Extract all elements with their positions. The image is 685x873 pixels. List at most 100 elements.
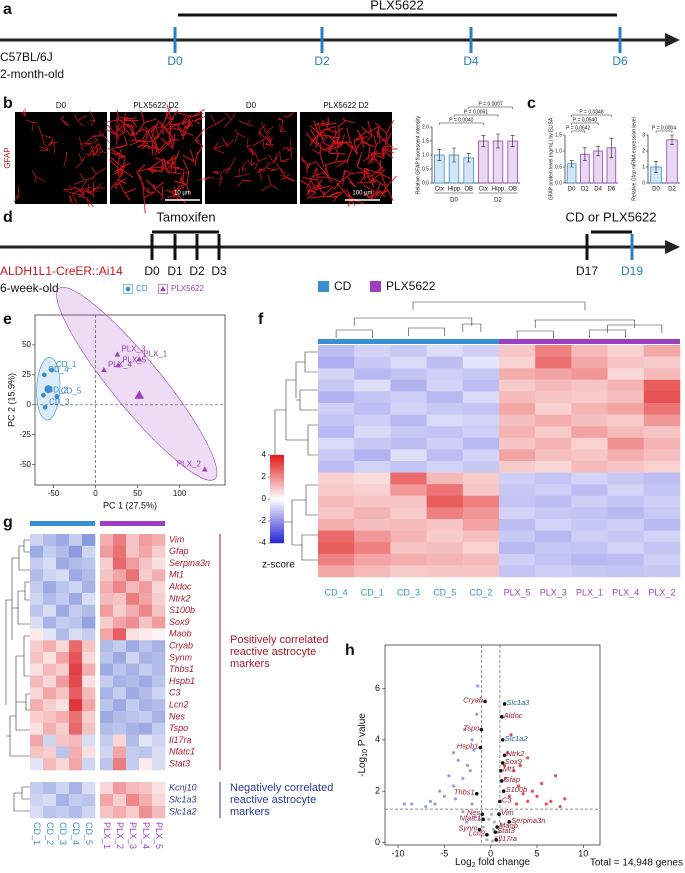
label-part: -Log bbox=[357, 757, 368, 777]
row-dendrogram bbox=[5, 539, 30, 812]
labeled-point bbox=[502, 702, 507, 706]
x-tick-label: D6 bbox=[608, 187, 616, 193]
point bbox=[549, 799, 553, 804]
significance-bracket bbox=[571, 114, 612, 117]
induction-label: Tamoxifen bbox=[156, 209, 215, 224]
point bbox=[494, 835, 498, 839]
column-label: PLX_3 bbox=[540, 587, 567, 597]
gene-label: Gfap bbox=[169, 546, 189, 556]
labeled-point bbox=[479, 727, 484, 732]
legend-swatch bbox=[318, 281, 329, 292]
y-tick-label: 2 bbox=[642, 148, 645, 154]
heatmap-cell bbox=[426, 495, 464, 508]
heatmap-cell bbox=[30, 734, 44, 747]
heatmap-cell bbox=[139, 722, 153, 735]
heatmap-cell bbox=[69, 746, 83, 759]
point bbox=[438, 789, 442, 793]
scale-bar-label: 100 µm bbox=[352, 191, 372, 197]
heatmap-cell bbox=[643, 379, 681, 392]
heatmap-cell bbox=[571, 461, 608, 473]
legend-swatch bbox=[370, 281, 381, 292]
heatmap-cell bbox=[390, 553, 427, 566]
colorbar-step bbox=[270, 514, 284, 518]
heatmap-cell bbox=[535, 449, 572, 462]
y-tick-label: 4 bbox=[375, 734, 380, 744]
p-value: P = 0.0642 bbox=[566, 125, 590, 131]
heatmap-cell bbox=[318, 379, 355, 392]
heatmap-cell bbox=[82, 604, 96, 617]
colorbar-step bbox=[270, 454, 284, 458]
panel-letter: h bbox=[345, 642, 355, 659]
total-note: Total = 14,948 genes bbox=[590, 858, 683, 869]
gene-label: Il17ra bbox=[169, 735, 192, 745]
labeled-point bbox=[477, 827, 482, 832]
heatmap-cell bbox=[126, 581, 140, 594]
significance-bracket bbox=[571, 130, 586, 133]
legend-label: PLX5622 bbox=[386, 279, 436, 293]
heatmap-cell bbox=[30, 746, 44, 759]
heatmap-cell bbox=[354, 472, 391, 485]
centroid bbox=[44, 385, 53, 394]
heatmap-cell bbox=[643, 530, 681, 543]
point bbox=[491, 828, 496, 832]
group-label: Negatively correlated bbox=[230, 782, 333, 794]
gene-label: Slc1a3 bbox=[169, 794, 197, 804]
heatmap-cell bbox=[126, 534, 140, 547]
colorbar-tick-label: 2 bbox=[262, 472, 267, 481]
gene-label: Kcnj10 bbox=[169, 782, 197, 792]
heatmap-cell bbox=[69, 640, 83, 653]
heatmap-cell bbox=[113, 746, 127, 759]
label-part: fold change bbox=[476, 857, 531, 868]
colorbar-step bbox=[270, 502, 284, 506]
heatmap-cell bbox=[462, 565, 500, 578]
y-tick-label: 2 bbox=[375, 786, 380, 796]
labeled-point bbox=[481, 817, 486, 822]
gene-label: Slc1a2 bbox=[505, 734, 529, 743]
heatmap-cell bbox=[499, 472, 536, 485]
heatmap-cell bbox=[354, 507, 391, 520]
point bbox=[490, 839, 495, 843]
heatmap-cell bbox=[390, 495, 427, 508]
heatmap-cell bbox=[607, 379, 645, 392]
heatmap-cell bbox=[56, 616, 70, 629]
heatmap-cell bbox=[69, 794, 83, 807]
heatmap-cell bbox=[152, 794, 166, 807]
heatmap-cell bbox=[462, 437, 500, 450]
labeled-point bbox=[498, 799, 502, 804]
heatmap-cell bbox=[69, 534, 83, 547]
point bbox=[461, 810, 465, 814]
heatmap-cell bbox=[643, 461, 681, 473]
heatmap-cell bbox=[139, 675, 153, 688]
point bbox=[477, 817, 482, 821]
point bbox=[526, 756, 530, 760]
heatmap-cell bbox=[535, 426, 572, 439]
heatmap-cell bbox=[462, 472, 500, 485]
heatmap-cell bbox=[535, 542, 572, 555]
point-label: CD_1 bbox=[56, 360, 77, 369]
heatmap-cell bbox=[69, 557, 83, 570]
heatmap-cell bbox=[426, 461, 464, 473]
heatmap-cell bbox=[643, 414, 681, 427]
heatmap-cell bbox=[499, 391, 536, 404]
heatmap-cell bbox=[82, 675, 96, 688]
heatmap-cell bbox=[126, 675, 140, 688]
labeled-point bbox=[499, 779, 504, 783]
y-tick-label: 0.5 bbox=[555, 164, 562, 170]
heatmap-cell bbox=[82, 545, 96, 558]
heatmap-cell bbox=[607, 495, 645, 508]
label-part: Log bbox=[455, 857, 472, 868]
heatmap-cell bbox=[318, 484, 355, 497]
point bbox=[500, 822, 504, 827]
heatmap-cell bbox=[152, 734, 166, 747]
significance-bracket bbox=[468, 106, 513, 109]
y-axis-label: Relative GFAP fluorescent intensity bbox=[415, 115, 421, 194]
heatmap-cell bbox=[462, 507, 500, 520]
heatmap-cell bbox=[69, 652, 83, 665]
stain-label: GFAP bbox=[3, 147, 12, 168]
colorbar-step bbox=[270, 506, 284, 510]
heatmap-cell bbox=[43, 545, 57, 558]
colorbar-step bbox=[270, 518, 284, 522]
colorbar-step bbox=[270, 456, 284, 460]
gene-label: Thbs1 bbox=[454, 788, 475, 797]
heatmap-cell bbox=[354, 553, 391, 566]
